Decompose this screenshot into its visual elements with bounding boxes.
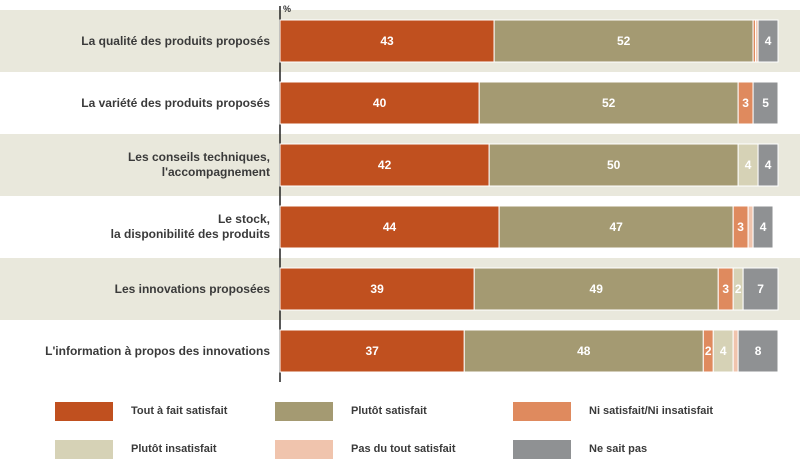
data-label: 39: [370, 282, 384, 296]
data-label: 5: [762, 96, 769, 110]
bar-segment: [757, 143, 779, 187]
data-label: 4: [745, 158, 752, 172]
data-label: 42: [378, 158, 392, 172]
bar-segment: [488, 143, 739, 187]
bar-segment: [279, 329, 465, 373]
legend-swatch: [55, 439, 113, 459]
data-label: 48: [577, 344, 591, 358]
legend-swatch: [275, 401, 333, 421]
legend-item: Pas du tout satisfait: [275, 438, 456, 460]
category-label: Les conseils techniques, l'accompagnement: [128, 150, 270, 179]
legend-swatch: [513, 401, 571, 421]
legend-label: Plutôt insatisfait: [131, 443, 217, 455]
bar-segment: [279, 19, 495, 63]
bar-segment: [498, 205, 734, 249]
data-label: 7: [757, 282, 764, 296]
data-label: 2: [705, 344, 712, 358]
bar-segment: [473, 267, 719, 311]
legend-swatch: [275, 439, 333, 459]
data-label: 44: [383, 220, 397, 234]
bar-segment: [737, 329, 779, 373]
data-label: 4: [720, 344, 727, 358]
data-label: 4: [765, 158, 772, 172]
data-label: 3: [742, 96, 749, 110]
unit-label: %: [283, 4, 291, 14]
data-label: 47: [609, 220, 623, 234]
data-label: 4: [760, 220, 767, 234]
legend-label: Ni satisfait/Ni insatisfait: [589, 405, 714, 417]
chart-legend: Tout à fait satisfait Plutôt satisfait Ni …: [0, 390, 800, 468]
bar-segment: [742, 267, 779, 311]
data-label: 50: [607, 158, 621, 172]
legend-item: Ne sait pas: [513, 438, 647, 460]
bar-segment: [478, 81, 739, 125]
data-label: 49: [590, 282, 604, 296]
bar-segment: [279, 143, 490, 187]
legend-item: Plutôt insatisfait: [55, 438, 217, 460]
bar-segment: [752, 81, 779, 125]
bar-segment: [757, 19, 779, 63]
category-label: La qualité des produits proposés: [81, 34, 270, 48]
bar-segment: [732, 329, 739, 373]
legend-swatch: [513, 439, 571, 459]
data-label: 43: [380, 34, 394, 48]
data-label: 3: [722, 282, 729, 296]
legend-swatch: [55, 401, 113, 421]
legend-label: Plutôt satisfait: [351, 405, 427, 417]
category-label: Le stock, la disponibilité des produits: [111, 212, 271, 241]
data-label: 4: [765, 34, 772, 48]
legend-item: Plutôt satisfait: [275, 400, 427, 422]
data-label: 8: [755, 344, 762, 358]
legend-item: Ni satisfait/Ni insatisfait: [513, 400, 713, 422]
data-label: 52: [617, 34, 631, 48]
bar-segment: [747, 205, 754, 249]
legend-item: Tout à fait satisfait: [55, 400, 227, 422]
bar-segment: [752, 205, 774, 249]
data-label: 37: [365, 344, 379, 358]
bar-segment: [493, 19, 754, 63]
legend-label: Tout à fait satisfait: [131, 405, 228, 417]
bar-segment: [279, 81, 480, 125]
data-label: 2: [735, 282, 742, 296]
data-label: 3: [737, 220, 744, 234]
data-label: 52: [602, 96, 616, 110]
category-label: La variété des produits proposés: [81, 96, 270, 110]
bar-segment: [279, 267, 475, 311]
legend-label: Ne sait pas: [589, 443, 648, 455]
data-label: 40: [373, 96, 387, 110]
category-label: Les innovations proposées: [115, 282, 271, 296]
category-label: L'information à propos des innovations: [45, 344, 270, 358]
bar-segment: [463, 329, 704, 373]
legend-label: Pas du tout satisfait: [351, 443, 456, 455]
